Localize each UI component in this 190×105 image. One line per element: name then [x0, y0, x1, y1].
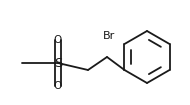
Text: S: S	[54, 56, 62, 70]
Text: Br: Br	[103, 31, 115, 41]
Text: O: O	[54, 81, 62, 91]
Text: O: O	[54, 35, 62, 45]
